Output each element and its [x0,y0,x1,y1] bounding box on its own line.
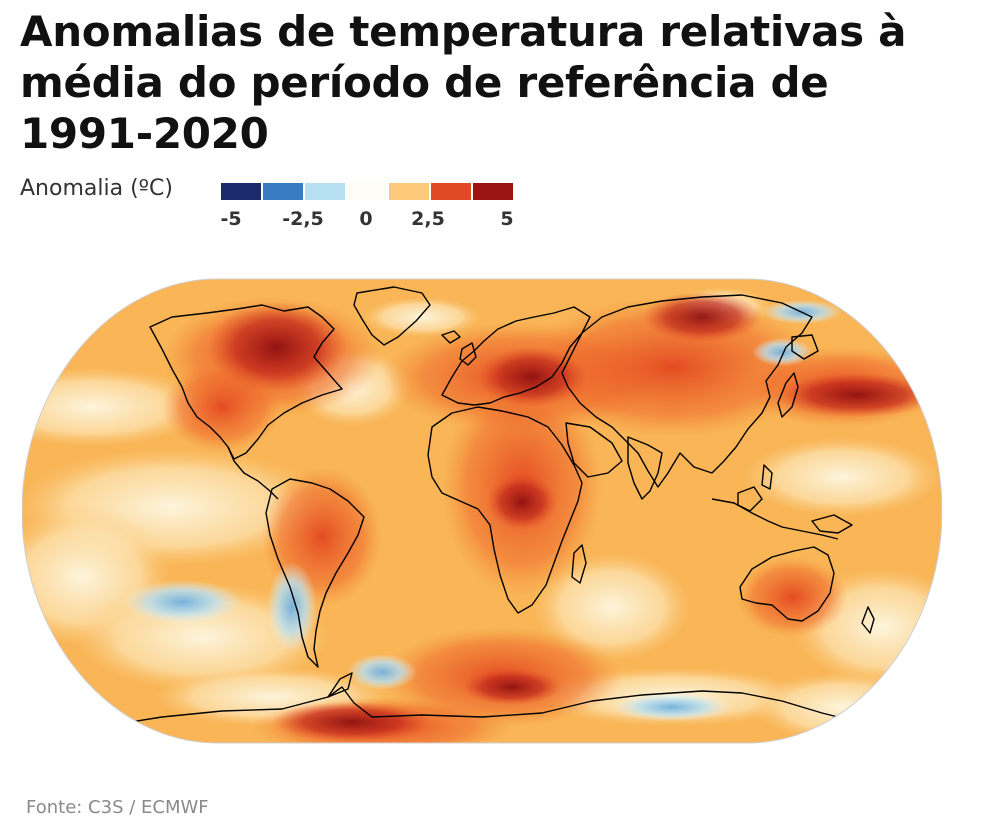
coast-antarctica [111,686,863,726]
legend-swatch-2 [263,183,303,200]
coast-kamchatka [791,334,819,360]
coast-madagascar [571,544,587,584]
world-anomaly-map [22,277,942,745]
source-note: Fonte: C3S / ECMWF [26,797,209,818]
legend-swatch-3 [305,183,345,200]
coast-australia [739,546,835,622]
coast-india [627,436,663,500]
legend-swatch-6 [431,183,471,200]
coast-antarctic-peninsula [327,672,353,698]
globe-outline [22,278,942,744]
legend-swatch-5 [389,183,429,200]
legend-tick-4: 2,5 [411,208,445,230]
legend-tick-2: -2,5 [282,208,324,230]
coast-asia [561,294,813,488]
coastlines [111,286,875,726]
coast-south-america [265,478,365,668]
coast-new-zealand [861,606,875,634]
legend-tick-1: -5 [220,208,242,230]
coast-africa [427,406,583,614]
legend-tick-3: 0 [359,208,373,230]
anomaly-field [22,279,942,743]
coast-arabia [565,422,623,478]
coast-iceland [441,330,461,344]
legend-swatch-1 [221,183,261,200]
legend-tick-5: 5 [500,208,514,230]
coast-greenland [353,286,431,346]
map-svg [22,278,942,744]
coast-indonesia [711,498,839,540]
chart-title: Anomalias de temperatura relativas à méd… [20,7,907,158]
coast-japan [777,372,799,418]
coast-north-america [149,304,343,460]
coast-europe [441,306,591,406]
legend-swatch-4 [347,183,387,200]
legend-label: Anomalia (ºC) [20,176,173,201]
coast-british-isles [459,342,477,366]
coast-new-guinea [811,514,853,534]
coast-philippines [761,464,773,490]
legend-swatch-7 [473,183,513,200]
coast-borneo [737,486,763,512]
